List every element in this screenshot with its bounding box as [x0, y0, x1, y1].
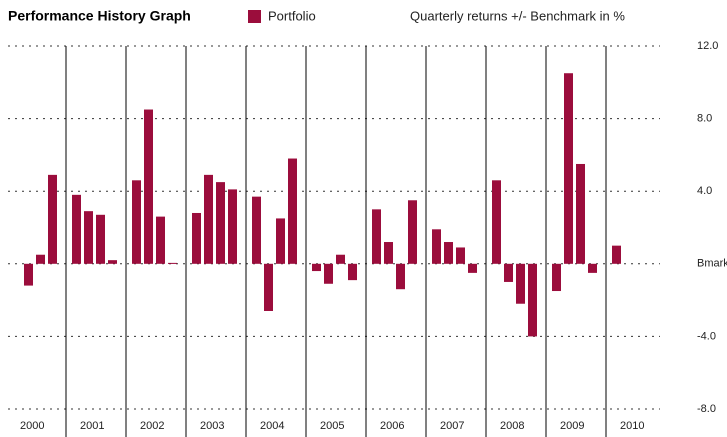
bar	[444, 242, 453, 264]
bar	[264, 263, 273, 311]
x-tick-label: 2006	[380, 420, 404, 432]
y-tick-label: 12.0	[697, 40, 718, 52]
x-tick-label: 2005	[320, 420, 344, 432]
y-tick-label: 4.0	[697, 185, 712, 197]
bar	[516, 263, 525, 304]
x-tick-label: 2001	[80, 420, 104, 432]
bar	[396, 263, 405, 290]
bar	[312, 263, 321, 272]
bar	[336, 254, 345, 264]
bar	[288, 158, 297, 264]
x-tick-label: 2009	[560, 420, 584, 432]
x-tick-label: 2003	[200, 420, 224, 432]
bar	[36, 254, 45, 264]
bar	[276, 218, 285, 264]
bar	[432, 229, 441, 264]
x-tick-label: 2004	[260, 420, 284, 432]
bar	[252, 196, 261, 264]
bar	[156, 216, 165, 264]
bar	[408, 200, 417, 264]
legend-label: Portfolio	[268, 8, 316, 23]
bar	[468, 263, 477, 273]
bar	[588, 263, 597, 273]
bar	[492, 180, 501, 264]
y-tick-label: Bmark	[697, 258, 727, 270]
y-tick-label: -4.0	[697, 330, 716, 342]
legend-swatch	[248, 10, 261, 23]
x-tick-label: 2010	[620, 420, 644, 432]
bar	[48, 174, 57, 264]
x-tick-label: 2007	[440, 420, 464, 432]
bar	[84, 211, 93, 264]
bar	[108, 260, 117, 264]
x-tick-label: 2000	[20, 420, 44, 432]
chart-title: Performance History Graph	[8, 8, 191, 24]
x-tick-label: 2008	[500, 420, 524, 432]
bar	[612, 245, 621, 264]
bar	[348, 263, 357, 281]
bar	[504, 263, 513, 282]
bar	[204, 174, 213, 264]
bar	[144, 109, 153, 264]
bar	[228, 189, 237, 264]
bar	[384, 242, 393, 264]
bar	[564, 73, 573, 264]
bar	[168, 262, 177, 264]
bar	[216, 182, 225, 264]
bar	[372, 209, 381, 264]
y-tick-label: 8.0	[697, 113, 712, 125]
bar	[528, 263, 537, 337]
bar	[192, 212, 201, 264]
bar	[132, 180, 141, 264]
bar	[72, 194, 81, 264]
y-tick-label: -8.0	[697, 403, 716, 415]
bar	[324, 263, 333, 284]
bar	[576, 163, 585, 264]
bar	[456, 247, 465, 264]
bar	[552, 263, 561, 292]
bar	[96, 214, 105, 264]
bar	[24, 263, 33, 286]
x-tick-label: 2002	[140, 420, 164, 432]
chart-subtitle: Quarterly returns +/- Benchmark in %	[410, 8, 625, 23]
